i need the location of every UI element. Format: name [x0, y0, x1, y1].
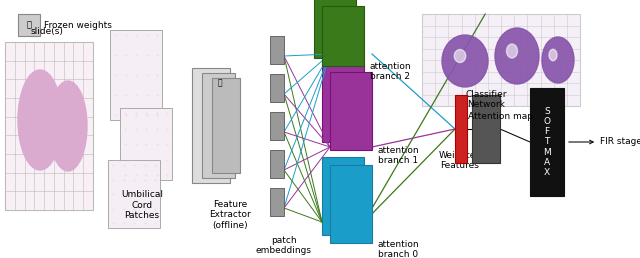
Ellipse shape — [18, 70, 62, 170]
Ellipse shape — [495, 28, 539, 84]
Bar — [192, 68, 230, 183]
Bar — [330, 72, 372, 150]
Text: attention
branch 0: attention branch 0 — [378, 240, 420, 258]
Bar — [212, 78, 240, 173]
Ellipse shape — [549, 49, 557, 61]
Bar — [322, 157, 364, 235]
Bar — [270, 150, 284, 178]
Text: attention
branch 2: attention branch 2 — [370, 62, 412, 82]
Bar — [270, 188, 284, 216]
Ellipse shape — [454, 50, 466, 62]
Text: Classifier
Network: Classifier Network — [465, 90, 507, 109]
Bar — [270, 112, 284, 140]
Text: FIR stage: FIR stage — [569, 138, 640, 147]
Bar — [202, 73, 235, 178]
Ellipse shape — [442, 35, 488, 87]
Text: patch
embeddings: patch embeddings — [256, 236, 312, 255]
Bar — [322, 64, 364, 142]
Ellipse shape — [506, 44, 518, 58]
Text: Umbilical
Cord
Patches: Umbilical Cord Patches — [121, 190, 163, 220]
Bar — [110, 30, 162, 120]
Text: Attention map: Attention map — [468, 112, 534, 121]
Text: Weighted
Features: Weighted Features — [438, 151, 481, 170]
Text: Feature
Extractor
(offline): Feature Extractor (offline) — [209, 200, 251, 230]
Bar — [18, 14, 40, 36]
Ellipse shape — [49, 81, 87, 171]
Bar — [330, 165, 372, 243]
Text: 🔒: 🔒 — [218, 78, 222, 87]
Text: S
O
F
T
M
A
X: S O F T M A X — [543, 107, 551, 177]
Bar — [455, 95, 467, 163]
Text: 🔒: 🔒 — [26, 20, 31, 29]
Ellipse shape — [542, 37, 574, 83]
Bar — [108, 160, 160, 228]
Bar — [472, 95, 500, 163]
Text: attention
branch 1: attention branch 1 — [378, 146, 420, 165]
Text: slide(s): slide(s) — [31, 27, 63, 36]
Bar — [5, 42, 93, 210]
Bar — [314, 0, 356, 58]
Bar — [270, 36, 284, 64]
Bar — [270, 74, 284, 102]
Bar — [322, 6, 364, 66]
Bar — [530, 88, 564, 196]
Bar — [120, 108, 172, 180]
Text: Frozen weights: Frozen weights — [44, 20, 112, 29]
Bar — [422, 14, 580, 106]
